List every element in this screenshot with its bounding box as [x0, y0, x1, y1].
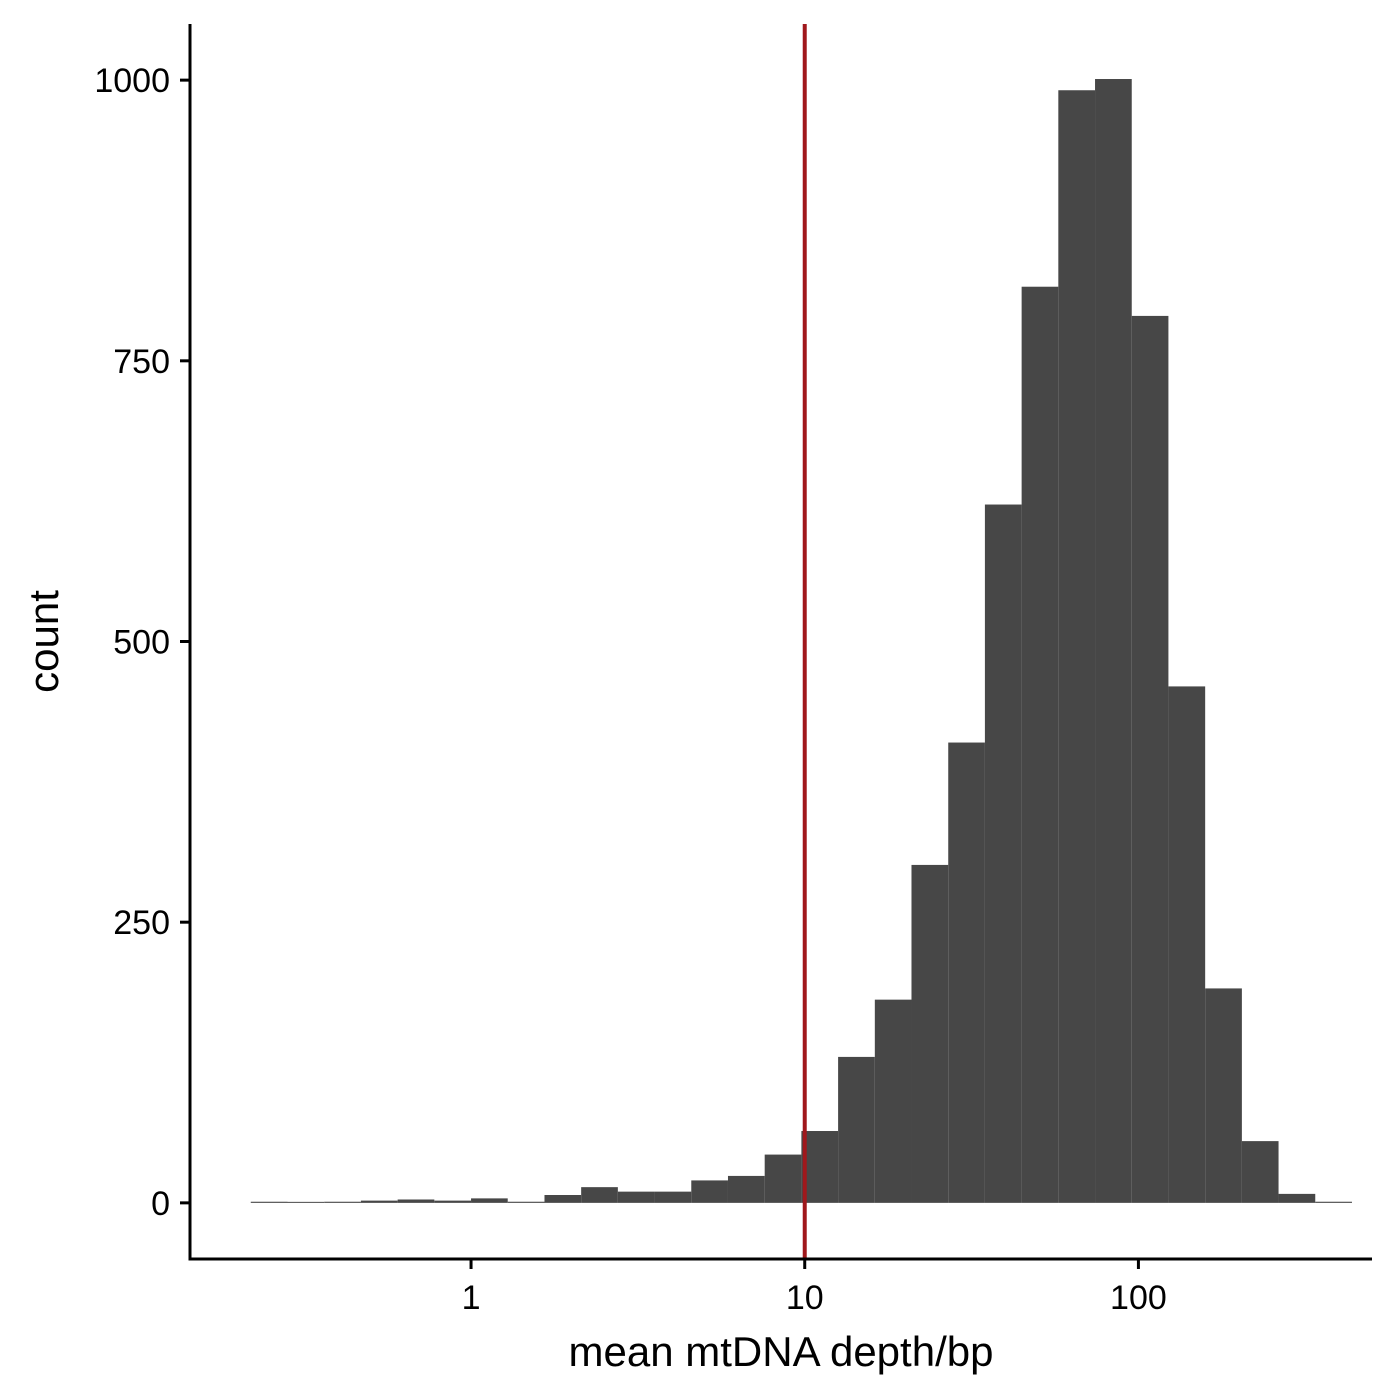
x-tick-label: 1	[462, 1279, 481, 1317]
histogram-bar	[727, 1175, 765, 1203]
histogram-bar	[764, 1154, 802, 1203]
histogram-bar	[397, 1199, 435, 1203]
x-axis-ticks: 1 10 100	[462, 1259, 1167, 1317]
y-tick-label: 250	[113, 904, 170, 942]
histogram-bar	[617, 1191, 655, 1203]
histogram-bars	[250, 79, 1352, 1203]
histogram-bar	[948, 742, 985, 1203]
histogram-bar	[1021, 286, 1059, 1203]
histogram-bar	[691, 1180, 728, 1203]
histogram-bar	[1205, 988, 1242, 1203]
histogram-bar	[801, 1131, 839, 1203]
histogram-bar	[287, 1201, 325, 1203]
histogram-bar	[360, 1200, 398, 1203]
histogram-bar	[471, 1198, 508, 1203]
histogram-bar	[250, 1201, 288, 1203]
histogram-bar	[984, 504, 1022, 1203]
x-tick-label: 100	[1110, 1279, 1167, 1317]
y-tick-label: 0	[151, 1185, 170, 1223]
histogram-bar	[434, 1200, 472, 1203]
histogram-bar	[1315, 1201, 1352, 1203]
histogram-bar	[324, 1201, 361, 1203]
histogram-bar	[1241, 1141, 1279, 1203]
histogram-bar	[1168, 686, 1206, 1203]
histogram-bar	[1095, 79, 1132, 1203]
histogram-bar	[838, 1056, 875, 1203]
y-tick-label: 1000	[94, 62, 170, 100]
x-tick-label: 10	[786, 1279, 824, 1317]
histogram-bar	[654, 1191, 692, 1203]
y-tick-label: 500	[113, 624, 170, 662]
histogram-bar	[507, 1201, 545, 1203]
y-axis-title: count	[20, 590, 67, 693]
histogram-bar	[1278, 1193, 1316, 1203]
histogram-bar	[1058, 90, 1096, 1203]
histogram-bar	[544, 1195, 582, 1203]
y-axis-ticks: 0 250 500 750 1000	[94, 62, 190, 1223]
histogram-bar	[911, 864, 949, 1203]
histogram-bar	[581, 1187, 618, 1203]
histogram-bar	[874, 999, 912, 1203]
histogram-bar	[1131, 315, 1169, 1203]
x-axis-title: mean mtDNA depth/bp	[569, 1328, 994, 1375]
y-tick-label: 750	[113, 343, 170, 381]
